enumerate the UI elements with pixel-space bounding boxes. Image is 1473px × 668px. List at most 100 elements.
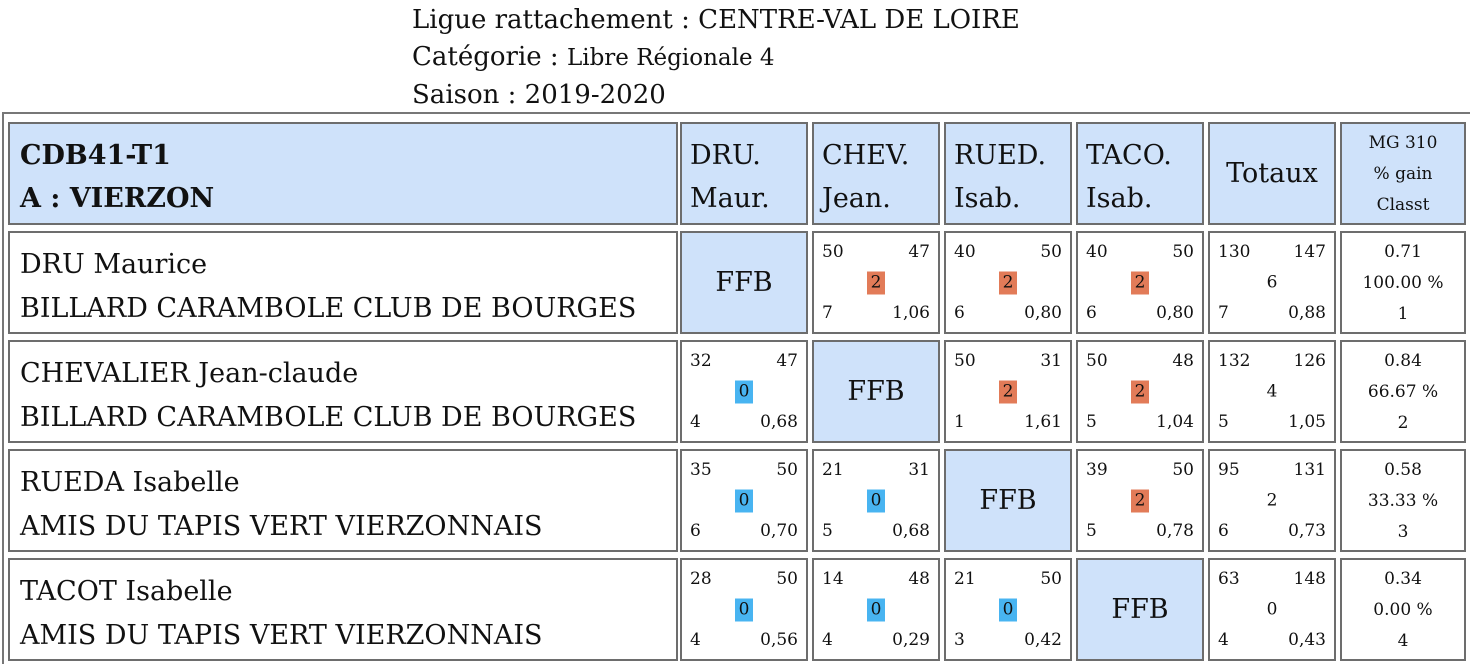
- points-target: 50: [1040, 569, 1062, 589]
- match-cell: 40 50 2 6 0,80: [944, 231, 1072, 334]
- classt-value: 1: [1397, 304, 1409, 324]
- totals-cell: 130 147 6 7 0,88: [1208, 231, 1336, 334]
- categorie-line: Catégorie : Libre Régionale 4: [412, 39, 1020, 77]
- average: 0,70: [760, 521, 798, 541]
- column-header-taco: TACO. Isab.: [1076, 122, 1204, 225]
- points-target: 50: [1172, 460, 1194, 480]
- match-cell: 28 50 0 4 0,56: [680, 558, 808, 661]
- column-header-line1: DRU.: [690, 140, 761, 171]
- match-points-badge: 0: [999, 598, 1017, 621]
- points-target: 48: [908, 569, 930, 589]
- total-innings: 6: [1218, 521, 1229, 541]
- points-made: 21: [954, 569, 976, 589]
- points-made: 21: [822, 460, 844, 480]
- average: 0,29: [892, 630, 930, 650]
- player-info: DRU Maurice BILLARD CARAMBOLE CLUB DE BOU…: [10, 233, 676, 331]
- totals-cell: 132 126 4 5 1,05: [1208, 340, 1336, 443]
- match-points-badge: 2: [999, 380, 1017, 403]
- average: 0,80: [1024, 303, 1062, 323]
- match-cell: 50 47 2 7 1,06: [812, 231, 940, 334]
- points-made: 35: [690, 460, 712, 480]
- average: 0,42: [1024, 630, 1062, 650]
- match-cell: 32 47 0 4 0,68: [680, 340, 808, 443]
- average: 0,68: [892, 521, 930, 541]
- innings: 6: [1086, 303, 1097, 323]
- saison-line: Saison : 2019-2020: [412, 77, 1020, 114]
- innings: 6: [690, 521, 701, 541]
- ranking-values: 0.58 33.33 % 3: [1342, 451, 1464, 548]
- saison-label: Saison :: [412, 80, 517, 110]
- categorie-value: Libre Régionale 4: [566, 45, 775, 71]
- match-cell: 35 50 0 6 0,70: [680, 449, 808, 552]
- total-match-points: 6: [1266, 272, 1278, 292]
- points-target: 50: [776, 460, 798, 480]
- points-made: 40: [954, 242, 976, 262]
- player-name: DRU Maurice: [20, 249, 208, 280]
- ranking-cell: 0.34 0.00 % 4: [1340, 558, 1466, 661]
- team-header-cell: CDB41-T1 A : VIERZON: [8, 122, 678, 225]
- ffb-cell: FFB: [680, 231, 808, 334]
- gain-label: % gain: [1373, 164, 1433, 184]
- totals-cell: 63 148 0 4 0,43: [1208, 558, 1336, 661]
- ranking-cell: 0.71 100.00 % 1: [1340, 231, 1466, 334]
- total-average: 1,05: [1288, 412, 1326, 432]
- totaux-label: Totaux: [1226, 158, 1318, 189]
- gain-value: 0.00 %: [1373, 600, 1433, 620]
- totals-cell: 95 131 2 6 0,73: [1208, 449, 1336, 552]
- ranking-values: 0.84 66.67 % 2: [1342, 342, 1464, 439]
- total-innings: 5: [1218, 412, 1229, 432]
- average: 0,78: [1156, 521, 1194, 541]
- player-club: BILLARD CARAMBOLE CLUB DE BOURGES: [20, 293, 637, 324]
- ranking-cell: 0.58 33.33 % 3: [1340, 449, 1466, 552]
- column-header-dru: DRU. Maur.: [680, 122, 808, 225]
- total-points-made: 132: [1218, 351, 1251, 371]
- total-innings: 7: [1218, 303, 1229, 323]
- player-club: AMIS DU TAPIS VERT VIERZONNAIS: [20, 620, 543, 651]
- points-made: 14: [822, 569, 844, 589]
- ffb-cell: FFB: [1076, 558, 1204, 661]
- column-header-line1: CHEV.: [822, 140, 910, 171]
- ranking-values: 0.71 100.00 % 1: [1342, 233, 1464, 330]
- match-cell: 50 31 2 1 1,61: [944, 340, 1072, 443]
- total-points-made: 130: [1218, 242, 1251, 262]
- average: 0,80: [1156, 303, 1194, 323]
- mg-value: 0.71: [1384, 242, 1422, 262]
- results-table: CDB41-T1 A : VIERZON DRU. Maur. CHEV. Je…: [2, 112, 1470, 664]
- player-name: CHEVALIER Jean-claude: [20, 358, 359, 389]
- column-header-chev: CHEV. Jean.: [812, 122, 940, 225]
- match-points-badge: 0: [735, 380, 753, 403]
- ffb-cell: FFB: [812, 340, 940, 443]
- classt-value: 4: [1397, 631, 1409, 651]
- ffb-cell: FFB: [944, 449, 1072, 552]
- points-made: 28: [690, 569, 712, 589]
- innings: 1: [954, 412, 965, 432]
- ligue-label: Ligue rattachement :: [412, 5, 690, 35]
- player-info: TACOT Isabelle AMIS DU TAPIS VERT VIERZON…: [10, 560, 676, 658]
- total-points-made: 63: [1218, 569, 1240, 589]
- points-target: 31: [1040, 351, 1062, 371]
- total-average: 0,43: [1288, 630, 1326, 650]
- classt-value: 3: [1397, 522, 1409, 542]
- match-points-badge: 0: [867, 489, 885, 512]
- match-cell: 50 48 2 5 1,04: [1076, 340, 1204, 443]
- player-cell: TACOT Isabelle AMIS DU TAPIS VERT VIERZON…: [8, 558, 678, 661]
- total-average: 0,73: [1288, 521, 1326, 541]
- player-club: AMIS DU TAPIS VERT VIERZONNAIS: [20, 511, 543, 542]
- average: 0,56: [760, 630, 798, 650]
- player-info: RUEDA Isabelle AMIS DU TAPIS VERT VIERZON…: [10, 451, 676, 549]
- player-info: CHEVALIER Jean-claude BILLARD CARAMBOLE C…: [10, 342, 676, 440]
- total-points-target: 147: [1293, 242, 1326, 262]
- innings: 4: [822, 630, 833, 650]
- points-target: 31: [908, 460, 930, 480]
- average: 1,06: [892, 303, 930, 323]
- points-made: 50: [954, 351, 976, 371]
- points-target: 50: [1172, 242, 1194, 262]
- gain-value: 100.00 %: [1362, 273, 1444, 293]
- innings: 7: [822, 303, 833, 323]
- match-points-badge: 0: [867, 598, 885, 621]
- column-header-line2: Isab.: [954, 183, 1021, 214]
- average: 0,68: [760, 412, 798, 432]
- column-header-line2: Isab.: [1086, 183, 1153, 214]
- gain-value: 66.67 %: [1367, 382, 1439, 402]
- total-points-target: 131: [1293, 460, 1326, 480]
